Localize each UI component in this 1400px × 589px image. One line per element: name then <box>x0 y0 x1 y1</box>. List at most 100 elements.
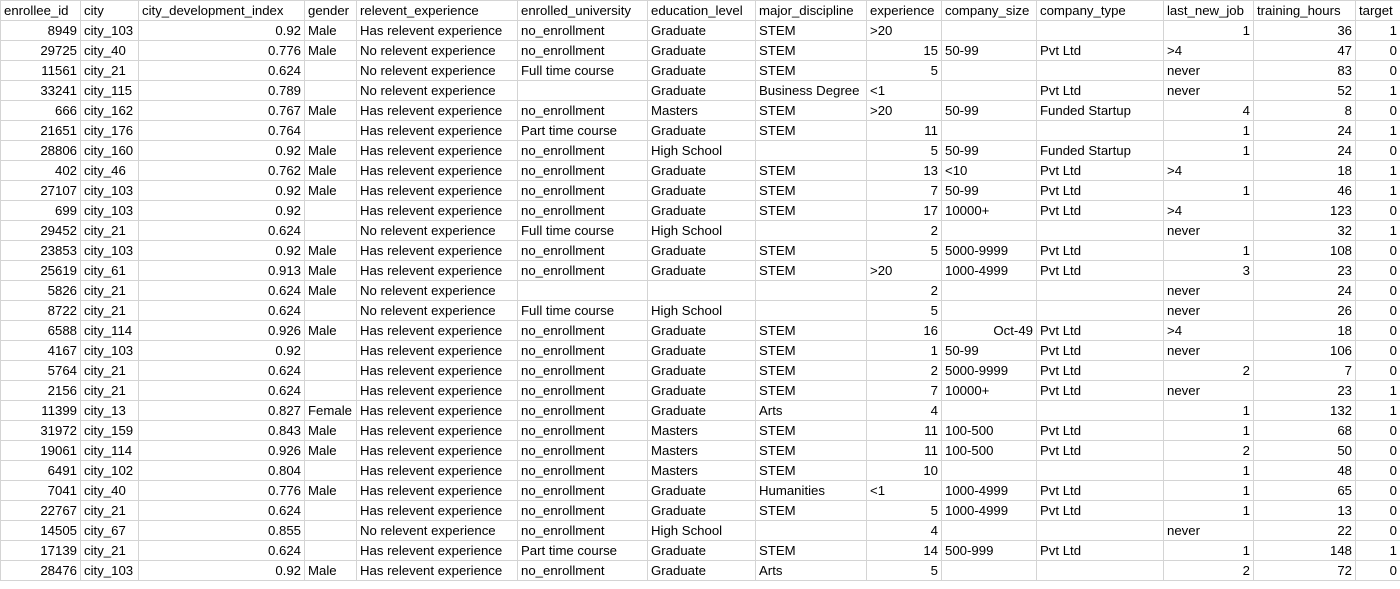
cell-gender[interactable]: Female <box>304 400 357 421</box>
column-header-target[interactable]: target <box>1355 0 1400 21</box>
cell-gender[interactable] <box>304 200 357 221</box>
cell-target[interactable]: 1 <box>1355 120 1400 141</box>
cell-gender[interactable]: Male <box>304 260 357 281</box>
cell-last-new-job[interactable]: never <box>1163 60 1254 81</box>
cell-company-type[interactable] <box>1036 20 1164 41</box>
cell-training-hours[interactable]: 123 <box>1253 200 1356 221</box>
cell-company-size[interactable] <box>941 280 1037 301</box>
cell-company-size[interactable] <box>941 300 1037 321</box>
cell-city-development-index[interactable]: 0.92 <box>138 560 305 581</box>
cell-enrolled-university[interactable]: no_enrollment <box>517 180 648 201</box>
cell-last-new-job[interactable]: 1 <box>1163 140 1254 161</box>
cell-training-hours[interactable]: 52 <box>1253 80 1356 101</box>
cell-education-level[interactable]: High School <box>647 300 756 321</box>
cell-gender[interactable]: Male <box>304 100 357 121</box>
cell-last-new-job[interactable]: 1 <box>1163 420 1254 441</box>
cell-company-size[interactable]: 100-500 <box>941 420 1037 441</box>
cell-enrollee-id[interactable]: 33241 <box>0 80 81 101</box>
cell-enrollee-id[interactable]: 8722 <box>0 300 81 321</box>
cell-relevent-experience[interactable]: Has relevent experience <box>356 560 518 581</box>
cell-education-level[interactable]: Graduate <box>647 380 756 401</box>
cell-experience[interactable]: <1 <box>866 480 942 501</box>
cell-company-type[interactable] <box>1036 560 1164 581</box>
cell-enrollee-id[interactable]: 666 <box>0 100 81 121</box>
cell-city-development-index[interactable]: 0.92 <box>138 20 305 41</box>
cell-last-new-job[interactable]: never <box>1163 280 1254 301</box>
cell-gender[interactable]: Male <box>304 40 357 61</box>
cell-experience[interactable]: 5 <box>866 300 942 321</box>
column-header-relevent-experience[interactable]: relevent_experience <box>356 0 518 21</box>
cell-enrollee-id[interactable]: 11561 <box>0 60 81 81</box>
cell-target[interactable]: 0 <box>1355 480 1400 501</box>
cell-major-discipline[interactable]: STEM <box>755 20 867 41</box>
cell-company-size[interactable] <box>941 120 1037 141</box>
cell-last-new-job[interactable]: 1 <box>1163 400 1254 421</box>
cell-company-type[interactable]: Pvt Ltd <box>1036 160 1164 181</box>
cell-target[interactable]: 0 <box>1355 300 1400 321</box>
cell-city-development-index[interactable]: 0.92 <box>138 140 305 161</box>
cell-enrollee-id[interactable]: 6491 <box>0 460 81 481</box>
cell-experience[interactable]: 5 <box>866 60 942 81</box>
cell-gender[interactable] <box>304 120 357 141</box>
cell-education-level[interactable]: Graduate <box>647 260 756 281</box>
cell-target[interactable]: 0 <box>1355 40 1400 61</box>
cell-city-development-index[interactable]: 0.624 <box>138 280 305 301</box>
cell-training-hours[interactable]: 18 <box>1253 320 1356 341</box>
cell-city[interactable]: city_21 <box>80 500 139 521</box>
cell-city[interactable]: city_115 <box>80 80 139 101</box>
cell-last-new-job[interactable]: never <box>1163 220 1254 241</box>
cell-training-hours[interactable]: 23 <box>1253 380 1356 401</box>
cell-company-size[interactable] <box>941 560 1037 581</box>
cell-city-development-index[interactable]: 0.764 <box>138 120 305 141</box>
cell-gender[interactable]: Male <box>304 20 357 41</box>
cell-enrollee-id[interactable]: 28806 <box>0 140 81 161</box>
cell-major-discipline[interactable] <box>755 220 867 241</box>
cell-experience[interactable]: <1 <box>866 80 942 101</box>
cell-gender[interactable] <box>304 360 357 381</box>
cell-target[interactable]: 0 <box>1355 100 1400 121</box>
cell-enrolled-university[interactable]: no_enrollment <box>517 480 648 501</box>
cell-target[interactable]: 1 <box>1355 160 1400 181</box>
cell-city[interactable]: city_13 <box>80 400 139 421</box>
cell-city-development-index[interactable]: 0.789 <box>138 80 305 101</box>
cell-company-type[interactable]: Pvt Ltd <box>1036 440 1164 461</box>
cell-target[interactable]: 1 <box>1355 380 1400 401</box>
cell-city-development-index[interactable]: 0.624 <box>138 360 305 381</box>
cell-experience[interactable]: 5 <box>866 560 942 581</box>
cell-target[interactable]: 0 <box>1355 60 1400 81</box>
cell-company-type[interactable]: Pvt Ltd <box>1036 240 1164 261</box>
cell-training-hours[interactable]: 18 <box>1253 160 1356 181</box>
cell-education-level[interactable]: Graduate <box>647 180 756 201</box>
cell-target[interactable]: 0 <box>1355 360 1400 381</box>
cell-last-new-job[interactable]: >4 <box>1163 320 1254 341</box>
cell-education-level[interactable]: High School <box>647 140 756 161</box>
cell-last-new-job[interactable]: >4 <box>1163 40 1254 61</box>
cell-last-new-job[interactable]: 1 <box>1163 240 1254 261</box>
cell-enrolled-university[interactable]: no_enrollment <box>517 260 648 281</box>
cell-company-size[interactable]: 1000-4999 <box>941 260 1037 281</box>
cell-education-level[interactable]: Masters <box>647 460 756 481</box>
cell-enrollee-id[interactable]: 2156 <box>0 380 81 401</box>
cell-city-development-index[interactable]: 0.767 <box>138 100 305 121</box>
cell-major-discipline[interactable] <box>755 520 867 541</box>
cell-city[interactable]: city_103 <box>80 180 139 201</box>
cell-last-new-job[interactable]: never <box>1163 300 1254 321</box>
cell-gender[interactable]: Male <box>304 180 357 201</box>
cell-enrollee-id[interactable]: 27107 <box>0 180 81 201</box>
cell-gender[interactable]: Male <box>304 320 357 341</box>
cell-gender[interactable]: Male <box>304 240 357 261</box>
column-header-company-size[interactable]: company_size <box>941 0 1037 21</box>
cell-experience[interactable]: >20 <box>866 260 942 281</box>
cell-relevent-experience[interactable]: Has relevent experience <box>356 420 518 441</box>
cell-gender[interactable]: Male <box>304 440 357 461</box>
cell-relevent-experience[interactable]: No relevent experience <box>356 60 518 81</box>
cell-relevent-experience[interactable]: Has relevent experience <box>356 200 518 221</box>
cell-company-size[interactable]: 50-99 <box>941 140 1037 161</box>
cell-relevent-experience[interactable]: No relevent experience <box>356 40 518 61</box>
cell-gender[interactable]: Male <box>304 160 357 181</box>
cell-education-level[interactable]: Graduate <box>647 80 756 101</box>
cell-enrolled-university[interactable]: no_enrollment <box>517 460 648 481</box>
cell-major-discipline[interactable]: STEM <box>755 120 867 141</box>
cell-enrollee-id[interactable]: 8949 <box>0 20 81 41</box>
cell-city-development-index[interactable]: 0.624 <box>138 380 305 401</box>
